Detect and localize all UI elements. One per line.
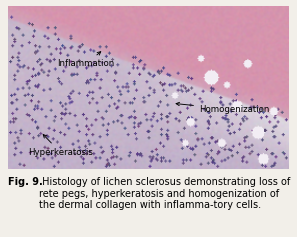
Text: Fig. 9.: Fig. 9. — [8, 177, 43, 187]
Text: Inflammation: Inflammation — [57, 52, 115, 68]
Text: Hyperkeratosis: Hyperkeratosis — [28, 135, 93, 157]
Text: Homogenization: Homogenization — [176, 102, 269, 114]
Text: Histology of lichen sclerosus demonstrating loss of rete pegs, hyperkeratosis an: Histology of lichen sclerosus demonstrat… — [39, 177, 290, 210]
